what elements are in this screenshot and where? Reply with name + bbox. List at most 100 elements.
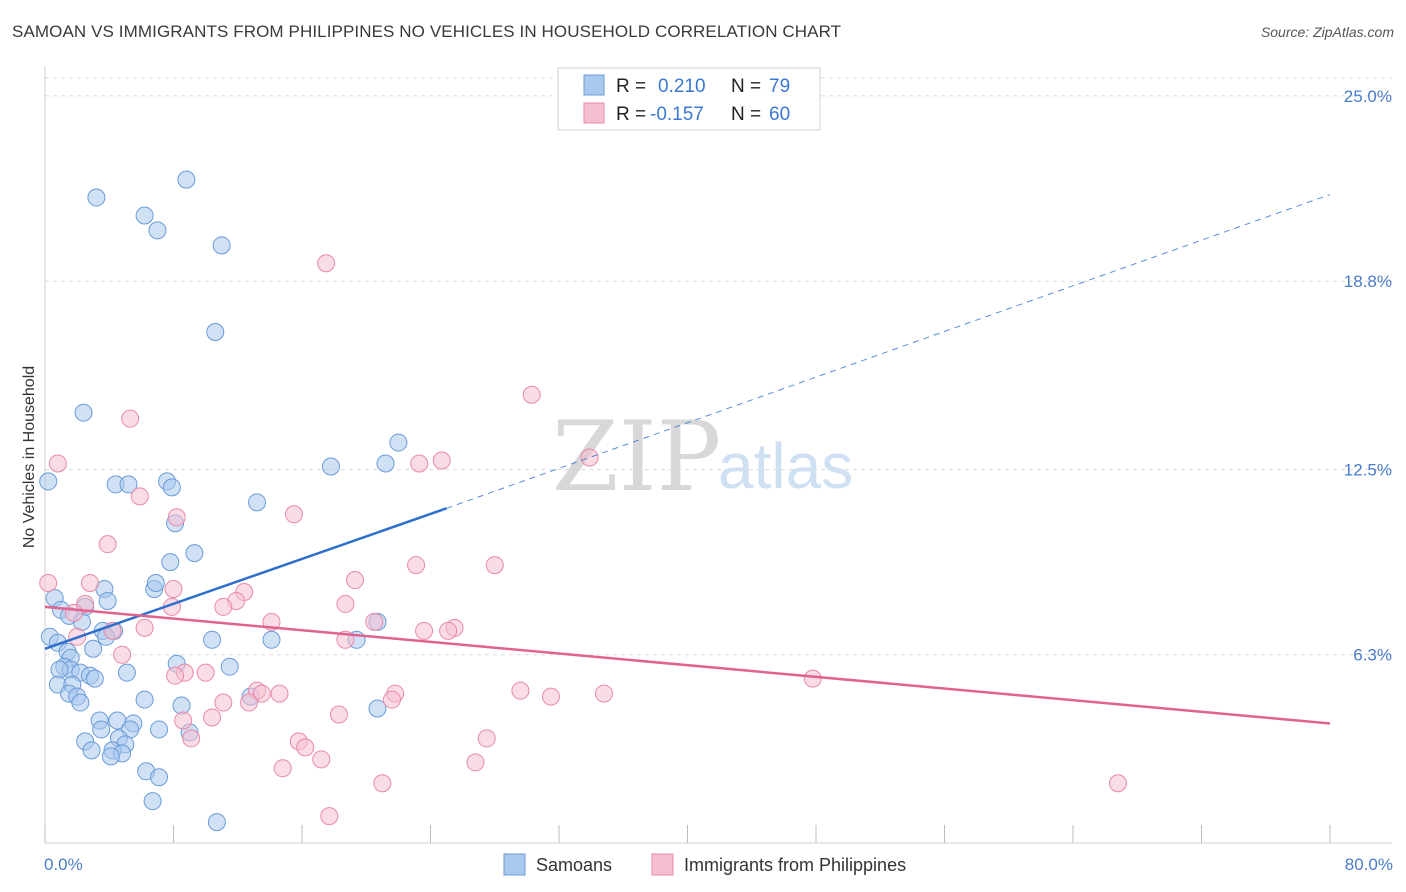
data-point: [580, 448, 599, 467]
data-point: [389, 433, 408, 452]
x-tick-label: 80.0%: [1345, 855, 1393, 874]
data-point: [101, 747, 120, 766]
data-point: [220, 657, 239, 676]
data-point: [121, 409, 140, 428]
data-point: [74, 403, 93, 422]
data-point: [321, 457, 340, 476]
data-point: [71, 693, 90, 712]
data-point: [439, 621, 458, 640]
bottom-legend: Samoans Immigrants from Philippines: [503, 853, 906, 876]
legend-r-label-2: R =: [616, 104, 646, 125]
y-tick-label: 25.0%: [1344, 87, 1392, 106]
data-point: [182, 729, 201, 748]
data-point: [135, 690, 154, 709]
data-point: [239, 693, 258, 712]
bottom-legend-swatch-philippines: [651, 853, 674, 876]
data-point: [164, 579, 183, 598]
data-point: [214, 597, 233, 616]
data-point: [376, 454, 395, 473]
x-tick-labels: 0.0% 80.0%: [44, 855, 1393, 874]
data-point: [85, 669, 104, 688]
y-tick-labels: 6.3% 12.5% 18.8% 25.0%: [1344, 87, 1392, 665]
chart-title: SAMOAN VS IMMIGRANTS FROM PHILIPPINES NO…: [12, 22, 842, 41]
data-point: [511, 681, 530, 700]
data-point: [177, 170, 196, 189]
data-point: [373, 774, 392, 793]
data-point: [148, 221, 167, 240]
bottom-legend-samoans: Samoans: [536, 855, 612, 875]
legend-n-value-1: 79: [769, 76, 790, 97]
data-point: [336, 594, 355, 613]
data-point: [185, 544, 204, 563]
bottom-legend-philippines: Immigrants from Philippines: [684, 855, 906, 875]
trend-line-samoans-projection: [446, 194, 1331, 509]
data-point: [203, 630, 222, 649]
data-point: [135, 206, 154, 225]
data-point: [207, 813, 226, 832]
legend-swatch-pink: [583, 102, 605, 124]
data-point: [320, 807, 339, 826]
data-point: [167, 508, 186, 527]
data-point: [146, 574, 165, 593]
data-point: [172, 696, 191, 715]
data-point: [407, 556, 426, 575]
trend-lines: [44, 194, 1331, 725]
data-point: [80, 574, 99, 593]
y-axis-label: No Vehicles in Household: [21, 366, 38, 548]
data-point: [365, 612, 384, 631]
data-point: [87, 188, 106, 207]
x-tick-label: 0.0%: [44, 855, 83, 874]
data-point: [150, 720, 169, 739]
data-point: [248, 493, 267, 512]
data-point: [541, 687, 560, 706]
data-point: [329, 705, 348, 724]
data-point: [270, 684, 289, 703]
data-point: [312, 750, 331, 769]
data-point: [39, 574, 58, 593]
data-point: [477, 729, 496, 748]
data-point: [252, 684, 271, 703]
data-point: [135, 618, 154, 637]
data-point: [522, 385, 541, 404]
legend-r-value-1: 0.210: [658, 76, 706, 97]
watermark-atlas: atlas: [718, 430, 853, 502]
chart-source: Source: ZipAtlas.com: [1260, 24, 1394, 40]
data-point: [284, 505, 303, 524]
legend-r-value-2: -0.157: [650, 104, 704, 125]
y-tick-label: 6.3%: [1353, 646, 1392, 665]
data-point: [48, 454, 67, 473]
watermark-zip: ZIP: [552, 401, 721, 513]
data-point: [98, 591, 117, 610]
legend-swatch-blue: [583, 74, 605, 96]
legend-n-value-2: 60: [769, 104, 790, 125]
data-point: [98, 535, 117, 554]
data-point: [196, 663, 215, 682]
data-point: [84, 639, 103, 658]
data-point: [262, 630, 281, 649]
data-point: [466, 753, 485, 772]
data-point: [212, 236, 231, 255]
data-point: [1108, 774, 1127, 793]
data-point: [39, 472, 58, 491]
data-point: [143, 792, 162, 811]
data-point: [803, 669, 822, 688]
data-point: [166, 666, 185, 685]
data-point: [150, 768, 169, 787]
data-point: [64, 603, 83, 622]
grid-lines: [45, 77, 1392, 656]
data-point: [82, 741, 101, 760]
legend-n-label-1: N =: [731, 76, 761, 97]
data-point: [273, 759, 292, 778]
data-point: [50, 660, 69, 679]
data-point: [368, 699, 387, 718]
data-point: [130, 487, 149, 506]
series-philippines: [39, 254, 1127, 826]
data-point: [382, 690, 401, 709]
trend-line-philippines: [44, 605, 1331, 725]
data-point: [162, 478, 181, 497]
data-point: [317, 254, 336, 273]
data-point: [410, 454, 429, 473]
data-point: [117, 663, 136, 682]
data-point: [346, 571, 365, 590]
